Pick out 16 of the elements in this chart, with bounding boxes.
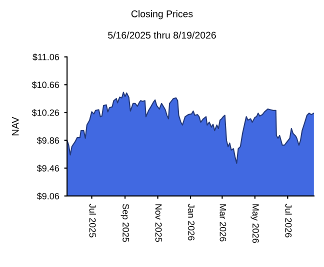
x-tick-label: Jan 2026 [188,204,194,240]
x-tick-label: Nov 2025 [155,204,162,242]
y-tick-label: $10.26 [32,109,60,116]
x-tick-label: Mar 2026 [220,204,226,242]
x-tick-label: Jul 2025 [89,204,96,238]
chart-subtitle: 5/16/2025 thru 8/19/2026 [108,32,216,39]
y-tick-label: $9.06 [36,192,60,200]
x-tick-label: May 2026 [250,204,259,243]
y-tick-label: $9.86 [36,136,60,144]
x-tick-label: Sep 2025 [120,204,129,242]
x-tick-label: Jul 2026 [285,204,292,238]
y-tick-label: $11.06 [32,53,60,61]
y-tick-label: $9.46 [36,164,60,172]
y-tick-label: $10.66 [32,81,60,89]
y-axis-title: NAV [12,116,19,136]
chart-title: Closing Prices [131,10,193,20]
